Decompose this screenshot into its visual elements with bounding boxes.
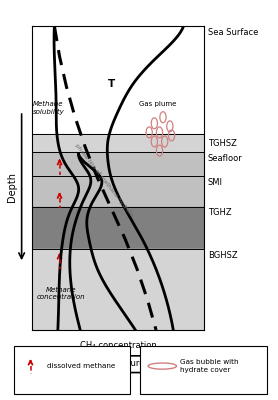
Text: Sea Surface: Sea Surface xyxy=(208,28,258,36)
Text: Gas bubble with
hydrate cover: Gas bubble with hydrate cover xyxy=(180,359,239,373)
FancyBboxPatch shape xyxy=(140,346,267,394)
Bar xyxy=(32,207,204,250)
FancyBboxPatch shape xyxy=(14,346,130,394)
Bar xyxy=(32,134,204,152)
Text: dissolved methane: dissolved methane xyxy=(47,363,116,369)
Text: TGHZ: TGHZ xyxy=(208,208,231,218)
Bar xyxy=(32,250,204,330)
Text: Seafloor: Seafloor xyxy=(208,154,242,163)
Text: TGHSZ: TGHSZ xyxy=(208,138,237,148)
Bar xyxy=(32,152,204,176)
Text: CH₄ concentration: CH₄ concentration xyxy=(80,341,157,350)
Text: T: T xyxy=(108,79,115,89)
Text: Gas plume: Gas plume xyxy=(139,100,177,106)
Text: SMI: SMI xyxy=(208,178,223,187)
Text: Methane
solubility: Methane solubility xyxy=(33,101,64,115)
Text: Depth: Depth xyxy=(7,172,17,202)
Text: phase line of methane hydrate: phase line of methane hydrate xyxy=(73,143,133,218)
Text: Temperature: Temperature xyxy=(91,359,145,368)
Bar xyxy=(32,26,204,134)
Text: BGHSZ: BGHSZ xyxy=(208,251,237,260)
Bar xyxy=(32,176,204,207)
Text: Methane
concentration: Methane concentration xyxy=(37,287,86,300)
